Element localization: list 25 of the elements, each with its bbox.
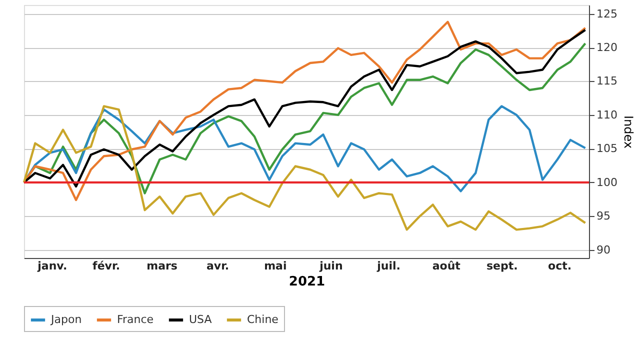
x-tick-label: avr.: [206, 260, 230, 272]
line-series: [22, 105, 586, 231]
y-tick-label: 120: [596, 41, 618, 54]
x-tick-label: août: [432, 260, 460, 272]
legend-label: Japon: [50, 313, 82, 326]
x-tick-label: mai: [264, 260, 287, 272]
y-tick-label: 115: [596, 74, 618, 88]
x-tick-label: oct.: [548, 260, 572, 272]
y-tick-label: 95: [596, 210, 610, 223]
y-tick-label: 125: [596, 7, 618, 20]
legend-label: Chine: [247, 313, 279, 326]
y-tick-label: 100: [596, 176, 618, 189]
y-tick-label: 110: [596, 108, 618, 122]
x-tick-label: juin: [318, 260, 343, 272]
legend-label: USA: [189, 313, 212, 326]
x-axis-title: 2021: [288, 274, 326, 290]
x-tick-label: mars: [146, 260, 178, 272]
y-axis-title: Index: [621, 115, 636, 149]
y-tick-label: 105: [596, 142, 618, 156]
x-tick-label: janv.: [36, 260, 68, 272]
x-tick-label: juil.: [376, 260, 400, 272]
x-tick-label: sept.: [486, 260, 518, 272]
x-tick-label: févr.: [92, 260, 120, 272]
y-tick-label: 90: [596, 243, 610, 256]
legend-label: France: [117, 313, 154, 326]
